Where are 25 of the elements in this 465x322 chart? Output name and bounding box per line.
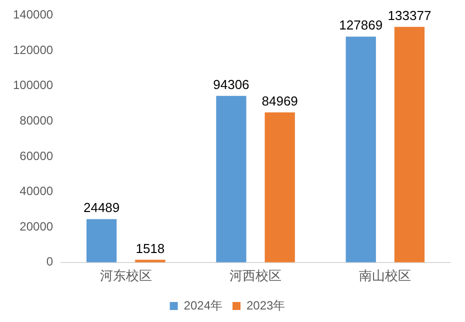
data-label: 133377 bbox=[388, 8, 432, 23]
y-tick-label: 140000 bbox=[12, 8, 54, 22]
x-tick-label: 河西校区 bbox=[230, 268, 282, 283]
y-tick-label: 60000 bbox=[20, 148, 54, 163]
legend-label: 2023年 bbox=[246, 298, 286, 312]
x-tick-label: 河东校区 bbox=[100, 268, 152, 283]
y-tick-label: 120000 bbox=[12, 42, 54, 57]
bar bbox=[346, 36, 376, 262]
data-label: 84969 bbox=[262, 93, 298, 108]
data-label: 24489 bbox=[83, 200, 120, 216]
bar bbox=[394, 26, 425, 262]
y-tick-label: 80000 bbox=[20, 113, 54, 128]
legend-label: 2024年 bbox=[184, 298, 223, 312]
data-label: 94306 bbox=[213, 76, 250, 92]
y-tick-label: 100000 bbox=[12, 78, 54, 92]
y-tick-label: 0 bbox=[46, 254, 54, 269]
bar bbox=[264, 112, 295, 262]
bar bbox=[216, 96, 246, 262]
data-label: 1518 bbox=[136, 240, 165, 256]
data-label: 127869 bbox=[339, 18, 383, 33]
bar bbox=[135, 260, 166, 262]
y-tick-label: 40000 bbox=[20, 184, 54, 198]
y-tick-label: 20000 bbox=[20, 219, 54, 234]
x-tick-label: 南山校区 bbox=[359, 268, 412, 283]
bar bbox=[86, 219, 117, 262]
